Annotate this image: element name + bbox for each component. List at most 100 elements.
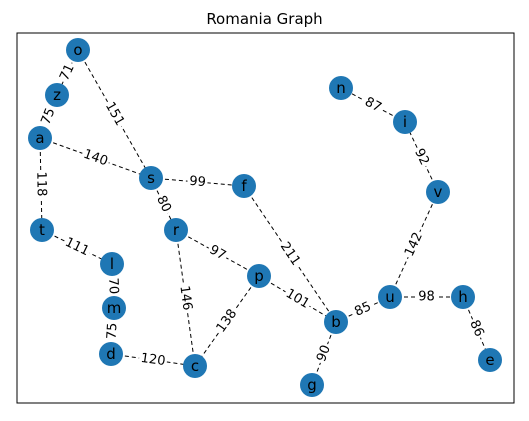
edge-weight-label: 146 — [176, 285, 194, 312]
edge-label-background — [212, 304, 242, 338]
node-circle — [99, 342, 123, 366]
edge-label-group-s-r: 80 — [151, 191, 176, 217]
edge-r-p — [175, 229, 260, 277]
node-circle — [451, 285, 475, 309]
edge-s-f — [150, 177, 245, 187]
node-circle — [66, 38, 90, 62]
edge-weight-label: 70 — [105, 277, 121, 294]
node-p: p — [247, 264, 271, 288]
plot-frame — [16, 32, 515, 404]
node-label: s — [147, 169, 155, 187]
edge-label-background — [275, 237, 305, 271]
node-circle — [30, 218, 54, 242]
edge-weight-label: 118 — [33, 171, 49, 196]
edge-label-background — [204, 241, 231, 265]
edge-f-b — [243, 185, 337, 323]
edge-label-background — [350, 298, 376, 321]
edge-r-c — [175, 229, 196, 367]
node-circle — [100, 252, 124, 276]
edge-label-group-h-e: 86 — [465, 316, 488, 341]
node-circle — [232, 174, 256, 198]
edge-label-background — [360, 93, 386, 117]
node-b: b — [324, 310, 348, 334]
edge-labels-layer: 71 75 151 140 118 99 80 111 70 75 120 146 97 138 101 21… — [32, 60, 488, 370]
node-label: h — [458, 288, 468, 306]
edge-label-background — [175, 283, 196, 313]
node-circle — [478, 348, 502, 372]
node-label: v — [434, 183, 443, 201]
nodes-layer: o z a s f t r l m d c p b g u h e v i n — [28, 38, 502, 397]
node-r: r — [164, 218, 188, 242]
edge-label-group-b-u: 85 — [350, 298, 376, 321]
edge-label-group-u-v: 142 — [400, 228, 428, 261]
node-label: r — [173, 221, 180, 239]
node-a: a — [28, 126, 52, 150]
node-circle — [393, 110, 417, 134]
edge-label-group-r-c: 146 — [175, 283, 196, 313]
edge-weight-label: 71 — [57, 62, 78, 83]
edge-label-group-t-l: 111 — [60, 233, 94, 261]
edge-label-group-a-t: 118 — [32, 169, 50, 199]
edge-label-group-l-m: 70 — [104, 275, 122, 297]
edge-weight-label: 86 — [466, 318, 486, 339]
edge-label-background — [465, 316, 488, 341]
edge-p-c — [194, 275, 260, 367]
node-circle — [300, 373, 324, 397]
node-s: s — [139, 166, 163, 190]
node-label: p — [254, 267, 264, 285]
edge-weight-label: 75 — [38, 106, 58, 127]
edge-label-background — [186, 173, 209, 191]
edge-label-group-d-c: 120 — [138, 350, 168, 370]
node-e: e — [478, 348, 502, 372]
node-circle — [247, 264, 271, 288]
edge-weight-label: 85 — [352, 299, 373, 320]
node-label: f — [241, 177, 247, 195]
edge-label-background — [104, 275, 122, 297]
node-n: n — [329, 76, 353, 100]
node-circle — [324, 310, 348, 334]
node-f: f — [232, 174, 256, 198]
node-circle — [164, 218, 188, 242]
node-label: n — [336, 79, 346, 97]
node-l: l — [100, 252, 124, 276]
node-o: o — [66, 38, 90, 62]
edge-label-background — [32, 169, 50, 199]
edge-weight-label: 75 — [104, 322, 120, 339]
edge-label-group-v-i: 92 — [409, 144, 434, 170]
node-label: l — [110, 255, 114, 273]
edge-weight-label: 80 — [153, 193, 174, 214]
node-label: b — [331, 313, 341, 331]
edge-weight-label: 99 — [189, 174, 207, 190]
edge-label-group-a-s: 140 — [79, 145, 112, 171]
node-m: m — [102, 296, 126, 320]
edge-weight-label: 140 — [81, 147, 109, 170]
node-circle — [28, 126, 52, 150]
edge-label-group-f-b: 211 — [275, 237, 305, 271]
edge-weight-label: 92 — [411, 146, 432, 167]
edge-label-background — [151, 191, 176, 217]
node-z: z — [45, 83, 69, 107]
edge-weight-label: 90 — [314, 343, 334, 364]
node-d: d — [99, 342, 123, 366]
node-circle — [45, 83, 69, 107]
node-circle — [426, 180, 450, 204]
node-h: h — [451, 285, 475, 309]
edge-label-group-s-f: 99 — [186, 173, 209, 191]
edge-label-group-p-c: 138 — [212, 304, 242, 338]
edge-label-group-o-z: 71 — [56, 60, 79, 85]
edge-label-background — [281, 284, 314, 314]
node-label: o — [73, 41, 82, 59]
edge-label-background — [312, 341, 336, 366]
node-circle — [139, 166, 163, 190]
edge-label-background — [409, 144, 434, 170]
edge-label-background — [138, 350, 168, 370]
edge-label-background — [416, 289, 437, 305]
node-label: i — [403, 113, 407, 131]
node-t: t — [30, 218, 54, 242]
edge-label-background — [56, 60, 79, 85]
node-label: c — [191, 357, 199, 375]
node-g: g — [300, 373, 324, 397]
edge-weight-label: 120 — [140, 351, 167, 369]
